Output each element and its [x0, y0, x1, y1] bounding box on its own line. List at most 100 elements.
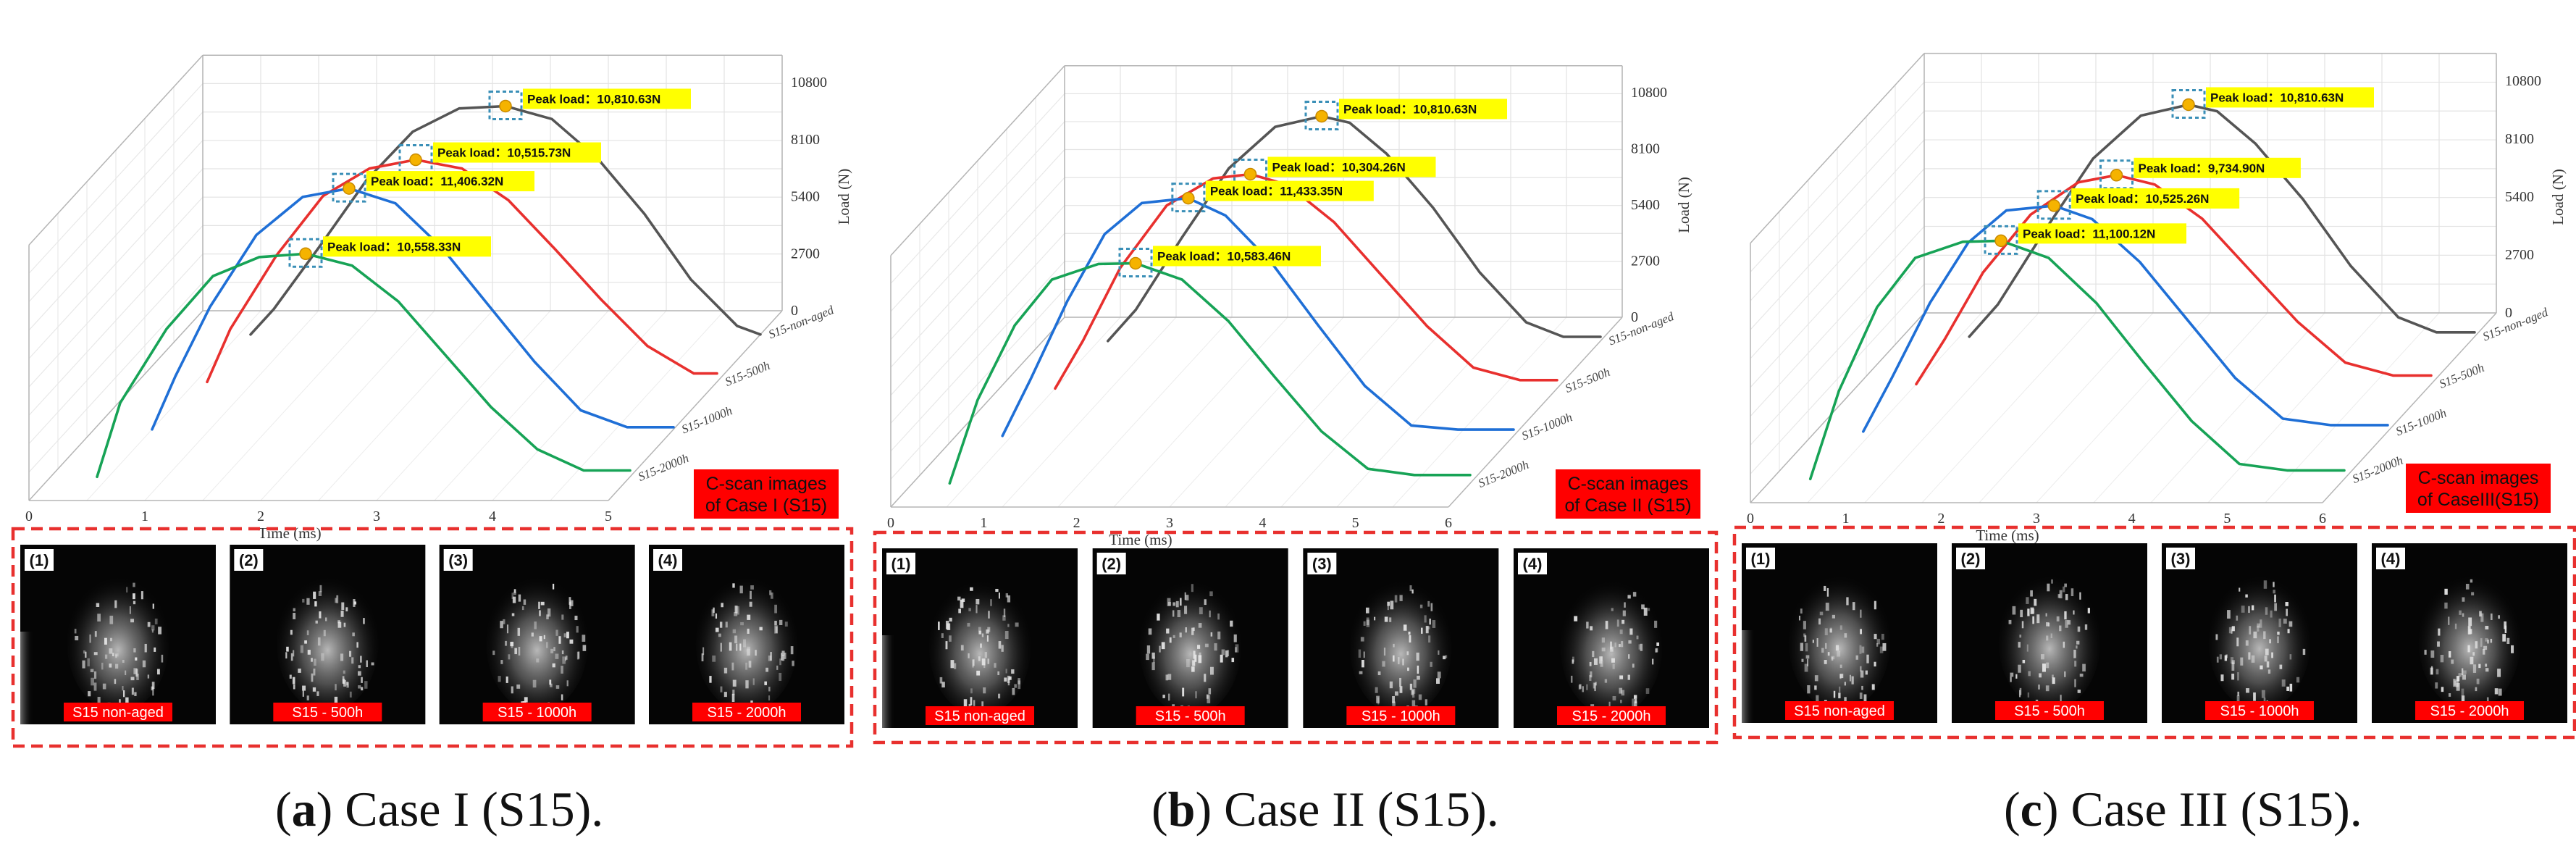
speckle [2037, 685, 2040, 690]
speckle [2459, 610, 2462, 615]
grid-line [2036, 312, 2211, 503]
speckle [963, 699, 968, 707]
speckle [978, 627, 981, 632]
image-caption: S15 non-aged [1794, 703, 1885, 719]
speckle [1589, 661, 1592, 666]
grid-line [1057, 317, 1233, 508]
speckle [970, 697, 973, 706]
speckle [2267, 669, 2271, 674]
speckle [774, 604, 777, 614]
speckle [945, 641, 948, 650]
speckle [1157, 614, 1160, 621]
speckle [755, 650, 757, 656]
speckle [2046, 622, 2050, 627]
image-caption-bg [1136, 706, 1245, 725]
speckle [721, 603, 723, 608]
speckle [1003, 608, 1006, 617]
image-number: (1) [1751, 550, 1771, 568]
x-tick-label: 1 [141, 508, 148, 524]
speckle [2289, 654, 2292, 660]
speckle [89, 634, 91, 643]
caption-text: ) Case III (S15). [2042, 782, 2362, 837]
speckle [306, 630, 309, 635]
speckle [2034, 598, 2037, 606]
speckle [1624, 602, 1626, 608]
speckle [561, 614, 564, 620]
series-label: S15-2000h [1476, 458, 1530, 490]
axis-line [1448, 317, 1623, 508]
speckle [1655, 648, 1658, 653]
speckle [511, 686, 513, 694]
cscan-image-3: (3) S15 - 1000h [1303, 548, 1499, 728]
speckle [752, 678, 755, 685]
image-caption-bg [926, 706, 1034, 725]
speckle [1643, 607, 1648, 616]
speckle [2264, 656, 2267, 662]
speckle [552, 583, 555, 590]
peak-load-label: Peak load：10,810.63N [527, 92, 660, 106]
x-tick-label: 6 [2319, 511, 2326, 527]
speckle [1204, 643, 1209, 648]
speckle [1177, 610, 1181, 618]
speckle [2064, 671, 2066, 677]
speckle [2028, 671, 2031, 677]
speckle [759, 627, 763, 631]
speckle [998, 593, 1000, 599]
speckle [2462, 670, 2467, 674]
speckle [1167, 693, 1170, 701]
speckle [2249, 626, 2252, 635]
peak-label-bg [1153, 246, 1321, 267]
speckle [136, 674, 139, 680]
speckle [569, 600, 574, 606]
speckle [122, 686, 124, 691]
speckle [1186, 658, 1190, 668]
speckle [2032, 616, 2035, 624]
series-line-4 [1808, 239, 2346, 481]
speckle [2260, 619, 2262, 628]
x-tick-label: 2 [1937, 511, 1944, 527]
peak-marker [1182, 191, 1195, 205]
speckle [1882, 642, 1887, 651]
speckle [2476, 678, 2480, 685]
speckle [2461, 668, 2464, 676]
speckle [2480, 613, 2484, 622]
speckle [750, 590, 752, 600]
speckle [736, 606, 739, 615]
x-tick-label: 2 [1073, 515, 1081, 531]
speckle [720, 642, 722, 652]
speckle [748, 661, 752, 668]
speckle [998, 693, 1001, 699]
damage-region [277, 575, 379, 712]
speckle [1151, 652, 1155, 659]
speckle [1362, 660, 1364, 668]
image-caption: S15 non-aged [72, 705, 164, 721]
speckle [1417, 665, 1419, 674]
cscan-title-line: C-scan images [1568, 474, 1689, 494]
dashed-frame [873, 530, 1719, 745]
speckle [361, 687, 364, 691]
speckle [983, 687, 986, 694]
speckle [1825, 642, 1827, 649]
damage-region [486, 575, 588, 712]
speckle [2073, 650, 2076, 658]
speckle [1860, 609, 1862, 618]
speckle [358, 665, 361, 669]
speckle [740, 621, 744, 626]
speckle [983, 662, 986, 669]
speckle [348, 650, 352, 657]
speckle [552, 663, 555, 668]
speckle [1593, 682, 1595, 689]
speckle [93, 652, 98, 656]
speckle [1193, 650, 1196, 659]
image-number-bg [1956, 548, 1985, 569]
speckle [2239, 587, 2241, 592]
speckle [2265, 607, 2268, 615]
speckle [302, 598, 305, 603]
speckle [334, 696, 338, 704]
speckle [1430, 661, 1432, 667]
speckle [1619, 699, 1622, 703]
panel-a: 0 1 2 3 4 5 Time (ms) 0 2700 5400 8100 10800 Load (N… [11, 54, 854, 837]
peak-label-bg [433, 142, 601, 163]
speckle [1800, 642, 1804, 651]
speckle [1610, 646, 1614, 652]
